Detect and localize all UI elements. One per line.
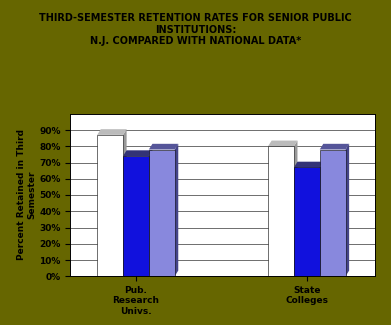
Polygon shape	[123, 129, 127, 276]
Bar	[268, 146, 294, 276]
Polygon shape	[123, 150, 152, 156]
Y-axis label: Percent Retained in Third
Semester: Percent Retained in Third Semester	[17, 129, 36, 261]
Polygon shape	[346, 144, 349, 276]
Bar	[123, 156, 149, 276]
Polygon shape	[294, 140, 298, 276]
Polygon shape	[97, 129, 127, 135]
Bar	[149, 150, 175, 276]
Polygon shape	[320, 144, 349, 150]
Text: THIRD-SEMESTER RETENTION RATES FOR SENIOR PUBLIC
INSTITUTIONS:
N.J. COMPARED WIT: THIRD-SEMESTER RETENTION RATES FOR SENIO…	[39, 13, 352, 46]
Polygon shape	[294, 162, 323, 167]
Polygon shape	[149, 150, 152, 276]
Polygon shape	[268, 140, 298, 146]
Bar	[97, 135, 123, 276]
Bar	[320, 150, 346, 276]
Polygon shape	[149, 144, 178, 150]
Polygon shape	[175, 144, 178, 276]
Polygon shape	[320, 162, 323, 276]
Bar	[294, 167, 320, 276]
